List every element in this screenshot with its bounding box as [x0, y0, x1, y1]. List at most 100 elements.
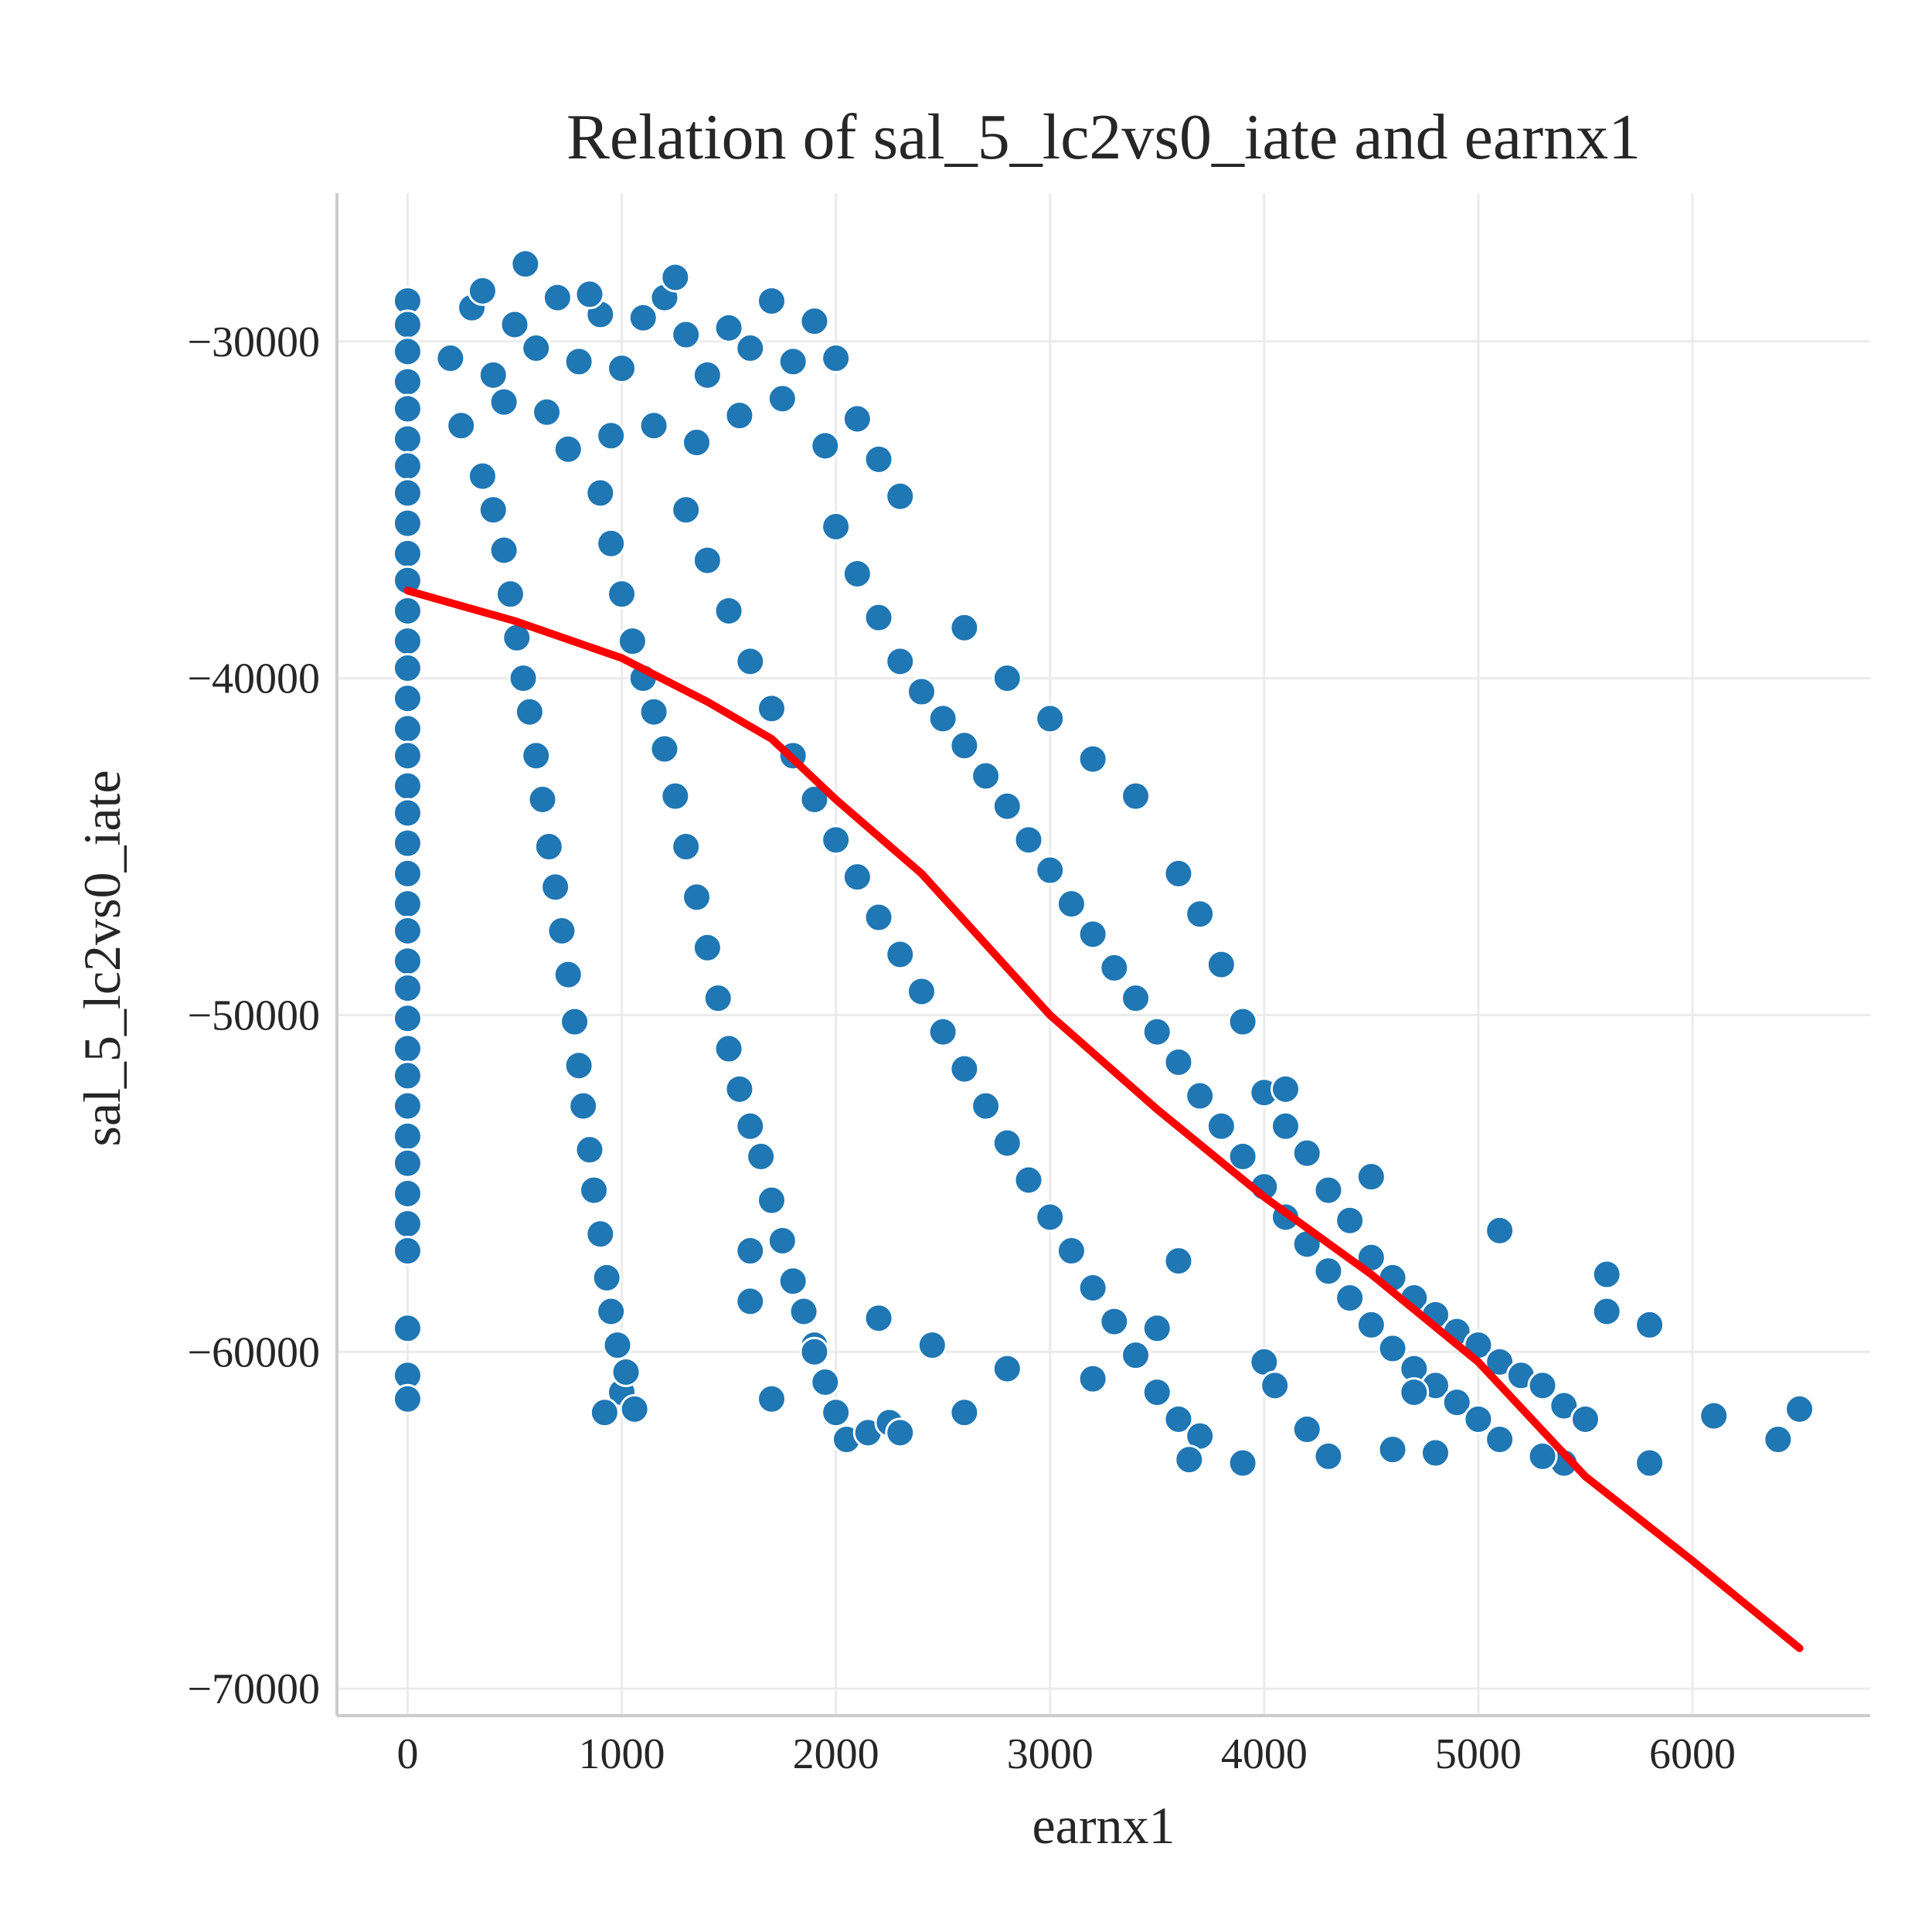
scatter-point	[392, 653, 423, 684]
scatter-point	[810, 430, 841, 461]
scatter-point	[949, 730, 980, 761]
scatter-point	[799, 306, 830, 337]
scatter-point	[1121, 781, 1151, 811]
scatter-point	[767, 1225, 798, 1256]
scatter-point	[638, 410, 669, 441]
scatter-point	[1163, 1246, 1194, 1277]
scatter-point	[735, 1111, 766, 1141]
y-tick-label: −30000	[187, 318, 320, 366]
scatter-point	[392, 1090, 423, 1121]
scatter-point	[560, 1006, 590, 1037]
scatter-point	[1377, 1333, 1408, 1364]
scatter-point	[392, 1060, 423, 1091]
scatter-point	[692, 545, 723, 576]
scatter-point	[1270, 1073, 1301, 1104]
scatter-point	[799, 1336, 830, 1367]
scatter-point	[563, 1050, 594, 1081]
scatter-point	[392, 946, 423, 977]
scatter-point	[692, 932, 723, 963]
scatter-point	[1591, 1296, 1622, 1327]
scatter-point	[906, 976, 937, 1007]
scatter-point	[821, 825, 852, 855]
scatter-point	[619, 1393, 650, 1424]
scatter-point	[392, 309, 423, 340]
scatter-point	[1077, 1363, 1108, 1394]
scatter-point	[1355, 1309, 1386, 1340]
scatter-point	[927, 1016, 958, 1047]
scatter-points	[392, 249, 1815, 1478]
scatter-point	[671, 832, 702, 862]
scatter-point	[1227, 1141, 1258, 1172]
scatter-point	[735, 332, 766, 363]
scatter-point	[821, 343, 852, 374]
scatter-point	[607, 353, 638, 384]
scatter-point	[1141, 1313, 1172, 1344]
scatter-point	[392, 770, 423, 801]
scatter-point	[392, 1121, 423, 1151]
scatter-point	[788, 1296, 819, 1327]
scatter-point	[1185, 899, 1216, 930]
x-tick-label: 2000	[793, 1730, 879, 1778]
scatter-point	[1549, 1390, 1580, 1421]
scatter-point	[392, 366, 423, 397]
scatter-point	[392, 713, 423, 744]
scatter-point	[682, 882, 713, 913]
scatter-point	[1141, 1016, 1172, 1047]
scatter-point	[1185, 1080, 1216, 1111]
scatter-point	[1763, 1424, 1794, 1455]
scatter-point	[1355, 1162, 1386, 1192]
scatter-point	[757, 1185, 787, 1216]
scatter-point	[757, 693, 787, 724]
y-tick-label: −40000	[187, 655, 320, 703]
scatter-point	[1056, 1236, 1087, 1267]
scatter-point	[1591, 1259, 1622, 1290]
scatter-point	[713, 595, 744, 626]
scatter-point	[1420, 1437, 1451, 1468]
scatter-point	[542, 282, 573, 313]
scatter-point	[1485, 1424, 1515, 1455]
scatter-point	[842, 559, 872, 589]
scatter-point	[660, 262, 691, 293]
scatter-point	[579, 1175, 610, 1206]
scatter-point	[392, 1383, 423, 1414]
scatter-point	[992, 1128, 1022, 1158]
scatter-point	[392, 798, 423, 828]
scatter-point	[767, 383, 798, 414]
scatter-point	[495, 579, 526, 610]
scatter-point	[1784, 1393, 1815, 1424]
scatter-point	[757, 1383, 787, 1414]
x-tick-label: 4000	[1221, 1730, 1308, 1778]
scatter-point	[992, 1353, 1022, 1384]
scatter-point	[906, 676, 937, 707]
scatter-point	[777, 1266, 808, 1297]
x-tick-label: 0	[396, 1730, 418, 1778]
scatter-point	[713, 1033, 744, 1064]
scatter-point	[842, 403, 872, 434]
scatter-point	[713, 312, 744, 343]
scatter-point	[1035, 1202, 1066, 1233]
scatter-point	[392, 451, 423, 481]
scatter-point	[602, 1330, 633, 1361]
scatter-point	[885, 481, 916, 512]
scatter-point	[1121, 983, 1151, 1014]
scatter-point	[863, 444, 894, 474]
scatter-point	[392, 478, 423, 509]
scatter-point	[1335, 1205, 1366, 1236]
scatter-point	[392, 1148, 423, 1179]
scatter-point	[735, 1236, 766, 1267]
scatter-point	[546, 915, 577, 946]
scatter-point	[992, 791, 1022, 821]
scatter-point	[1206, 949, 1236, 980]
scatter-point	[1163, 858, 1194, 889]
scatter-point	[1313, 1440, 1344, 1471]
scatter-point	[1313, 1175, 1344, 1206]
scatter-point	[638, 696, 669, 727]
scatter-point	[1174, 1444, 1205, 1475]
scatter-point	[392, 1003, 423, 1034]
scatter-point	[863, 602, 894, 633]
scatter-point	[746, 1141, 777, 1172]
scatter-point	[1527, 1440, 1558, 1471]
scatter-point	[1699, 1400, 1730, 1431]
scatter-point	[392, 1236, 423, 1267]
scatter-point	[1260, 1370, 1291, 1401]
